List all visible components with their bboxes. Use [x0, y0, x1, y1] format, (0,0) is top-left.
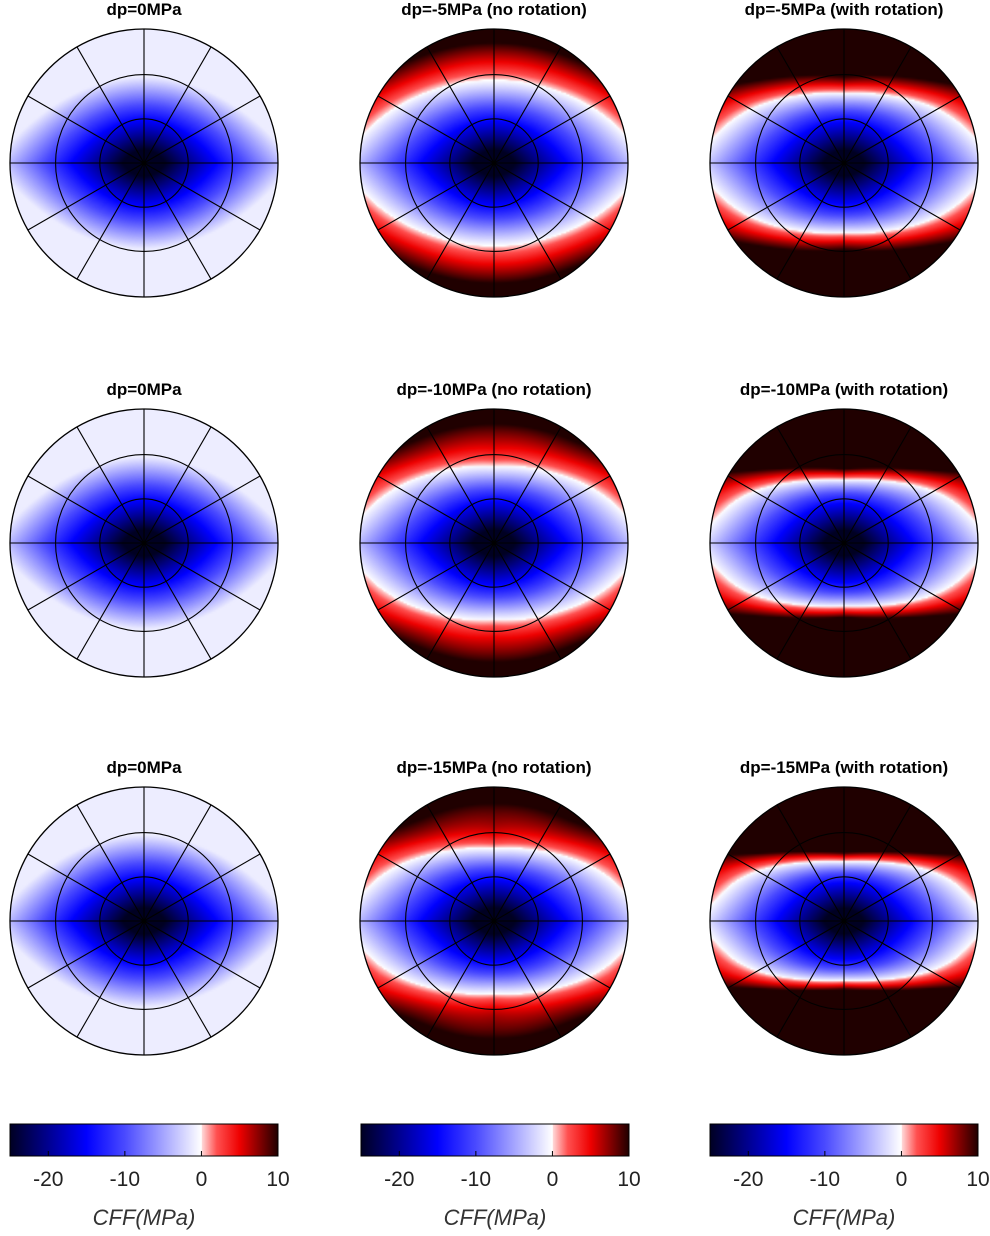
colorbars: -20 -10 0 10 CFF(MPa) -20 -10 0 10 CFF(MPa) -20 -10…	[9, 1123, 990, 1230]
stereonet-outline	[709, 28, 979, 298]
panel-title: dp=-15MPa (with rotation)	[740, 758, 948, 777]
grid-spoke	[727, 475, 961, 611]
colorbar-ramp	[9, 1123, 279, 1157]
polar-grid	[360, 787, 628, 1055]
stereonet-outline	[359, 28, 629, 298]
colorbar-tick-label: -20	[733, 1168, 763, 1191]
colorbar-tick-label: 0	[547, 1168, 559, 1191]
colorbar-label: CFF(MPa)	[793, 1205, 896, 1230]
panel-title: dp=-5MPa (no rotation)	[401, 0, 587, 19]
colorbar-tick-label: 0	[896, 1168, 908, 1191]
colorbar: -20 -10 0 10 CFF(MPa)	[709, 1123, 990, 1230]
colorbar-ramp	[709, 1123, 979, 1157]
polar-grid	[360, 409, 628, 677]
grid-spoke	[27, 853, 261, 989]
stereonet-panel: dp=0MPa	[9, 0, 279, 298]
colorbar-tick-label: 0	[196, 1168, 208, 1191]
grid-spoke	[27, 95, 261, 231]
polar-grid	[360, 29, 628, 297]
panel-title: dp=-10MPa (with rotation)	[740, 380, 948, 399]
colorbar-ramp	[360, 1123, 630, 1157]
stereonet-panel: dp=-10MPa (with rotation)	[709, 380, 979, 678]
panel-title: dp=-15MPa (no rotation)	[396, 758, 591, 777]
stereonet-panels: dp=0MPa dp=-5MPa (no rotation) dp=-5MPa (w…	[9, 0, 979, 1056]
colorbar: -20 -10 0 10 CFF(MPa)	[360, 1123, 641, 1230]
stereonet-outline	[9, 408, 279, 678]
stereonet-outline	[709, 408, 979, 678]
colorbar-label: CFF(MPa)	[93, 1205, 196, 1230]
stereonet-outline	[709, 786, 979, 1056]
grid-spoke	[727, 853, 961, 989]
stereonet-outline	[9, 786, 279, 1056]
colorbar-tick-label: 10	[617, 1168, 640, 1191]
panel-title: dp=0MPa	[106, 0, 182, 19]
panel-title: dp=-10MPa (no rotation)	[396, 380, 591, 399]
stereonet-panel: dp=-15MPa (with rotation)	[709, 758, 979, 1056]
stereonet-panel: dp=-10MPa (no rotation)	[359, 380, 629, 678]
colorbar-tick-label: -20	[33, 1168, 63, 1191]
stereonet-panel: dp=-5MPa (no rotation)	[359, 0, 629, 298]
stereonet-panel: dp=-5MPa (with rotation)	[709, 0, 979, 298]
panel-title: dp=-5MPa (with rotation)	[745, 0, 944, 19]
polar-grid	[10, 787, 278, 1055]
panel-title: dp=0MPa	[106, 380, 182, 399]
polar-grid	[710, 409, 978, 677]
polar-grid	[710, 29, 978, 297]
stereonet-panel: dp=0MPa	[9, 758, 279, 1056]
colorbar-tick-label: -10	[810, 1168, 840, 1191]
colorbar-tick-label: -10	[461, 1168, 491, 1191]
grid-spoke	[377, 95, 611, 231]
grid-spoke	[377, 853, 611, 989]
polar-grid	[10, 409, 278, 677]
colorbar-tick-label: 10	[966, 1168, 989, 1191]
panel-title: dp=0MPa	[106, 758, 182, 777]
grid-spoke	[377, 475, 611, 611]
stereonet-outline	[359, 408, 629, 678]
stereonet-panel: dp=-15MPa (no rotation)	[359, 758, 629, 1056]
colorbar-tick-label: 10	[266, 1168, 289, 1191]
stereonet-outline	[9, 28, 279, 298]
stereonet-outline	[359, 786, 629, 1056]
stereonet-panel: dp=0MPa	[9, 380, 279, 678]
grid-spoke	[727, 95, 961, 231]
colorbar: -20 -10 0 10 CFF(MPa)	[9, 1123, 290, 1230]
colorbar-tick-label: -20	[384, 1168, 414, 1191]
grid-spoke	[27, 475, 261, 611]
polar-grid	[10, 29, 278, 297]
colorbar-label: CFF(MPa)	[444, 1205, 547, 1230]
colorbar-tick-label: -10	[110, 1168, 140, 1191]
polar-grid	[710, 787, 978, 1055]
